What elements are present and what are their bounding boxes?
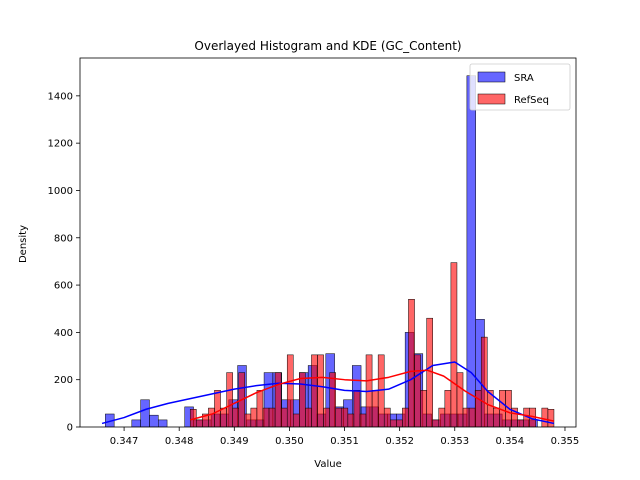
kde-line-1 — [190, 369, 555, 422]
x-axis: 0.347 0.348 0.349 0.350 0.351 0.352 0.353 0.354… — [110, 427, 580, 447]
histogram-bar — [226, 372, 233, 427]
histogram-bar — [408, 299, 415, 427]
histogram-bar — [268, 407, 276, 427]
histogram-bar — [244, 413, 252, 427]
y-tick-label: 800 — [54, 233, 73, 244]
chart-title: Overlayed Histogram and KDE (GC_Content) — [194, 39, 461, 53]
histogram-bar — [341, 407, 349, 427]
histogram-bar — [493, 407, 500, 427]
legend-swatch-1 — [477, 93, 506, 105]
histogram-bar — [323, 407, 330, 427]
histogram-bar — [390, 419, 397, 427]
x-tick-label: 0.350 — [275, 436, 304, 447]
legend-swatch-0 — [477, 71, 506, 83]
x-tick-label: 0.348 — [165, 436, 194, 447]
histogram-bar — [256, 390, 264, 427]
legend-label-0: SRA — [514, 73, 534, 84]
histogram-bar — [131, 419, 141, 427]
histogram-bar — [383, 407, 391, 427]
x-tick-label: 0.351 — [330, 436, 359, 447]
histogram-bar — [214, 390, 221, 427]
y-tick-label: 0 — [67, 423, 73, 434]
y-axis: 0 200 400 600 800 1000 1200 1400 — [48, 91, 80, 434]
histogram-bar — [432, 419, 440, 427]
histogram-bar — [250, 407, 258, 427]
histogram-bar — [517, 419, 524, 427]
histogram-bar — [420, 390, 427, 427]
axes-frame — [79, 57, 577, 428]
histogram-bar — [232, 407, 239, 427]
y-tick-label: 1000 — [48, 186, 73, 197]
y-tick-label: 1400 — [48, 91, 73, 102]
histogram-bar — [311, 354, 318, 427]
histogram-bar — [480, 336, 488, 427]
y-tick-label: 200 — [54, 375, 73, 386]
y-tick-label: 600 — [54, 281, 73, 292]
histogram-bar — [450, 262, 458, 427]
histogram-bar — [335, 407, 343, 427]
x-tick-label: 0.353 — [440, 436, 469, 447]
histogram-bar — [317, 354, 324, 427]
histogram-bar — [220, 407, 227, 427]
histogram-bar — [329, 372, 336, 427]
series-1-bars — [189, 262, 555, 427]
histogram-bar — [293, 413, 300, 427]
histogram-bar — [305, 407, 312, 427]
histogram-bar — [511, 407, 518, 427]
histogram-bar — [438, 407, 446, 427]
histogram-bar — [402, 407, 409, 427]
histogram-bar — [359, 413, 367, 427]
y-axis-label: Density — [18, 225, 29, 263]
histogram-bar — [396, 419, 403, 427]
histogram-bar — [286, 354, 294, 427]
histogram-bar — [196, 419, 203, 427]
histogram-bar — [444, 390, 452, 427]
histogram-bar — [466, 75, 476, 427]
histogram-bar — [353, 390, 361, 427]
x-tick-label: 0.349 — [220, 436, 249, 447]
kde-line-0 — [101, 361, 555, 425]
x-tick-label: 0.347 — [110, 436, 139, 447]
histogram-bar — [371, 390, 379, 427]
x-tick-label: 0.354 — [496, 436, 525, 447]
histogram-bar — [140, 399, 150, 427]
plot-area — [79, 57, 577, 428]
histogram-bar — [456, 372, 464, 427]
x-tick-label: 0.352 — [385, 436, 414, 447]
histogram-bar — [158, 419, 168, 427]
histogram-bar — [280, 407, 288, 427]
histogram-bar — [149, 414, 159, 427]
histogram-bar — [347, 413, 355, 427]
histogram-bar — [474, 390, 482, 427]
histogram-bar — [262, 407, 270, 427]
histogram-bar — [208, 407, 215, 427]
y-tick-label: 1200 — [48, 139, 73, 150]
x-axis-label: Value — [314, 459, 341, 470]
y-tick-label: 400 — [54, 328, 73, 339]
histogram-bar — [547, 409, 555, 427]
legend-label-1: RefSeq — [514, 95, 549, 106]
histogram-bar — [299, 372, 306, 427]
histogram-bar — [462, 407, 470, 427]
legend: SRA RefSeq — [469, 63, 571, 111]
x-tick-label: 0.355 — [551, 436, 580, 447]
histogram-bar — [414, 354, 421, 427]
histogram-bar — [274, 372, 282, 427]
histogram-bar — [468, 407, 476, 427]
histogram-bar — [541, 407, 549, 427]
